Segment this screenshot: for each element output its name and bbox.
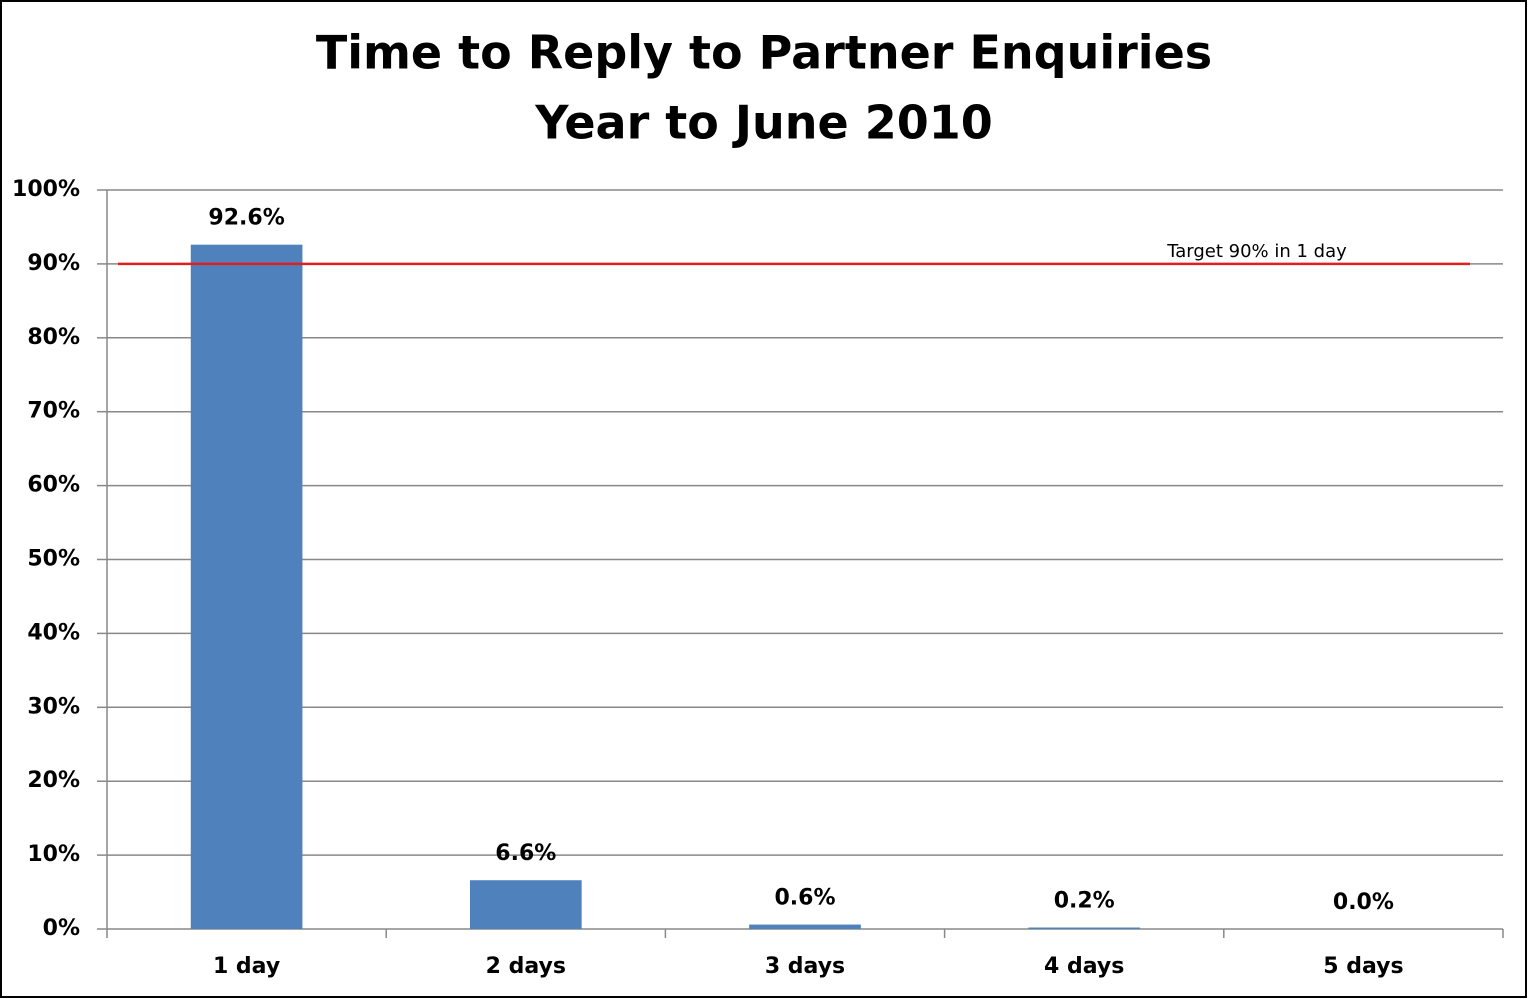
y-tick-label: 30% [27, 694, 80, 719]
x-tick-label: 2 days [486, 954, 566, 979]
y-tick-label: 70% [27, 399, 80, 424]
x-tick-label: 3 days [765, 954, 845, 979]
chart-title: Time to Reply to Partner Enquiries [316, 26, 1212, 80]
y-tick-label: 100% [12, 177, 80, 202]
y-tick-label: 10% [27, 842, 80, 867]
target-label: Target 90% in 1 day [1166, 241, 1347, 262]
bar [190, 244, 303, 929]
data-label: 0.0% [1333, 890, 1394, 915]
bar [469, 880, 582, 929]
x-tick-label: 5 days [1323, 954, 1403, 979]
bar [1028, 927, 1141, 929]
x-tick-label: 1 day [213, 954, 280, 979]
data-label: 6.6% [495, 841, 556, 866]
y-tick-label: 90% [27, 251, 80, 276]
chart-subtitle: Year to June 2010 [534, 96, 992, 150]
y-tick-label: 80% [27, 325, 80, 350]
y-tick-label: 60% [27, 473, 80, 498]
y-tick-label: 0% [43, 916, 80, 941]
y-tick-label: 20% [27, 768, 80, 793]
x-tick-label: 4 days [1044, 954, 1124, 979]
data-label: 92.6% [208, 206, 284, 231]
bar [749, 924, 861, 929]
y-tick-label: 50% [27, 547, 80, 572]
y-tick-label: 40% [27, 620, 80, 645]
data-label: 0.6% [774, 886, 835, 911]
data-label: 0.2% [1054, 889, 1115, 914]
